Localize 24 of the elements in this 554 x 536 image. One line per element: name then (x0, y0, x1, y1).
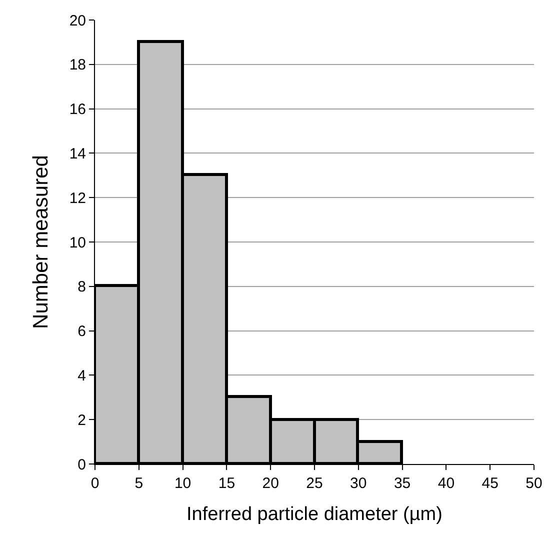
x-tick-label: 30 (350, 475, 367, 492)
y-tick-label: 6 (78, 323, 86, 340)
y-tick-label: 12 (69, 190, 86, 207)
x-tick-label: 15 (218, 475, 236, 492)
x-tick-label: 45 (482, 475, 498, 492)
y-tick-label: 18 (69, 56, 86, 74)
x-tick-label: 35 (394, 475, 411, 492)
x-tick-label: 10 (174, 475, 192, 492)
y-tick-label: 20 (69, 12, 86, 30)
x-tick-label: 0 (90, 475, 100, 492)
y-tick-label: 0 (78, 456, 86, 474)
x-tick-label: 25 (306, 475, 323, 492)
x-tick-label: 50 (526, 475, 542, 492)
y-tick-label: 10 (69, 234, 86, 252)
y-tick-label: 16 (69, 101, 86, 118)
y-axis-title: Number measured (29, 155, 52, 329)
y-tick-label: 8 (78, 278, 86, 296)
y-tick-label: 14 (69, 145, 86, 162)
x-tick-label: 40 (438, 475, 455, 492)
y-tick-label: 2 (78, 412, 86, 429)
x-tick-label: 5 (134, 475, 144, 492)
x-tick-label: 20 (262, 475, 279, 492)
y-tick-label: 4 (78, 367, 86, 384)
x-axis-title: Inferred particle diameter (µm) (186, 504, 442, 525)
